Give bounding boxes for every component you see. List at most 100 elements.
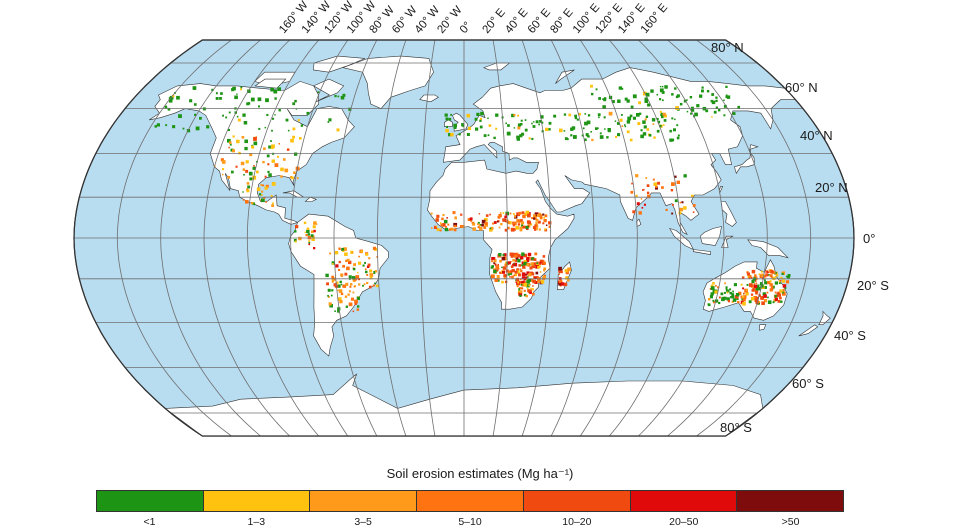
erosion-dot (513, 228, 516, 231)
erosion-dot (280, 167, 284, 172)
erosion-dot (760, 270, 763, 273)
erosion-dot (635, 194, 638, 197)
erosion-dot (260, 184, 263, 187)
erosion-dot (496, 220, 499, 223)
erosion-dot (656, 117, 659, 121)
erosion-dot (459, 225, 463, 228)
erosion-dot (270, 87, 274, 92)
erosion-dot (742, 302, 746, 306)
erosion-dot (536, 213, 540, 217)
erosion-dot (268, 173, 272, 177)
erosion-dot (586, 120, 591, 125)
erosion-dot (751, 289, 755, 292)
erosion-dot (755, 282, 758, 285)
erosion-dot (489, 227, 492, 230)
latitude-label: 40° S (834, 328, 866, 343)
erosion-dot (519, 281, 522, 284)
erosion-dot (498, 253, 502, 257)
legend-label-20-50: 20–50 (669, 516, 699, 528)
erosion-dot (694, 112, 698, 117)
erosion-dot (292, 102, 296, 106)
erosion-dot (770, 270, 774, 274)
erosion-dot (240, 161, 245, 166)
erosion-dot (336, 281, 339, 284)
erosion-dot (655, 185, 658, 188)
erosion-dot (757, 284, 760, 287)
legend-label-5-10: 5–10 (458, 516, 482, 528)
erosion-dot (326, 282, 329, 286)
erosion-dot (440, 222, 442, 224)
erosion-dot (543, 218, 547, 223)
erosion-dot (759, 282, 763, 285)
erosion-dot (241, 136, 245, 139)
erosion-dot (340, 283, 343, 286)
erosion-dot (240, 86, 243, 89)
erosion-dot (344, 272, 348, 276)
erosion-dot (540, 115, 544, 119)
erosion-dot (529, 278, 533, 282)
latitude-label: 80° N (711, 40, 744, 55)
erosion-dot (748, 283, 753, 287)
erosion-dot (679, 207, 683, 212)
erosion-dot (750, 276, 753, 279)
erosion-dot (712, 301, 716, 304)
erosion-dot (250, 97, 255, 102)
erosion-dot (645, 92, 650, 97)
erosion-dot (467, 126, 472, 130)
erosion-dot (499, 271, 502, 274)
erosion-dot (659, 85, 662, 88)
erosion-dot (373, 271, 376, 273)
erosion-dot (349, 285, 352, 288)
erosion-dot (656, 129, 660, 133)
erosion-dot (454, 216, 457, 220)
erosion-dot (541, 121, 544, 124)
erosion-dot (672, 203, 674, 206)
erosion-dot (723, 296, 727, 300)
erosion-dot (772, 301, 775, 304)
erosion-dot (358, 261, 362, 265)
erosion-dot (646, 191, 650, 195)
erosion-dot (264, 126, 267, 129)
erosion-dot (474, 117, 478, 121)
erosion-dot (505, 219, 508, 221)
erosion-dot (495, 265, 500, 269)
erosion-dot (780, 276, 783, 280)
erosion-dot (711, 116, 713, 118)
erosion-dot (522, 263, 526, 266)
erosion-dot (723, 291, 726, 294)
erosion-dot (751, 280, 755, 284)
legend-swatch-10-20 (523, 491, 631, 511)
erosion-dot (522, 265, 526, 269)
erosion-dot (498, 278, 500, 281)
erosion-dot (526, 271, 530, 275)
erosion-dot (255, 136, 257, 138)
erosion-dot (330, 294, 333, 297)
erosion-dot (529, 291, 532, 295)
erosion-dot (545, 224, 548, 226)
erosion-dot (663, 124, 665, 126)
erosion-dot (514, 270, 518, 274)
erosion-dot (520, 283, 523, 286)
erosion-dot (643, 203, 646, 206)
erosion-dot (466, 133, 470, 136)
erosion-dot (296, 177, 299, 180)
erosion-dot (522, 225, 526, 229)
erosion-dot (558, 280, 562, 284)
erosion-dot (345, 259, 348, 263)
erosion-dot (222, 173, 224, 176)
erosion-dot (519, 255, 524, 260)
erosion-dot (648, 134, 652, 137)
erosion-dot (753, 284, 758, 289)
legend-label-gt50: >50 (781, 516, 800, 528)
erosion-dot (306, 229, 310, 234)
erosion-dot (487, 117, 489, 119)
erosion-dot (533, 258, 537, 261)
erosion-dot (342, 93, 346, 97)
erosion-dot (369, 273, 374, 277)
erosion-dot (769, 301, 772, 305)
erosion-dot (763, 299, 768, 303)
erosion-dot (458, 133, 461, 136)
erosion-dot (721, 297, 725, 302)
erosion-dot (741, 276, 745, 279)
erosion-dot (535, 271, 539, 275)
